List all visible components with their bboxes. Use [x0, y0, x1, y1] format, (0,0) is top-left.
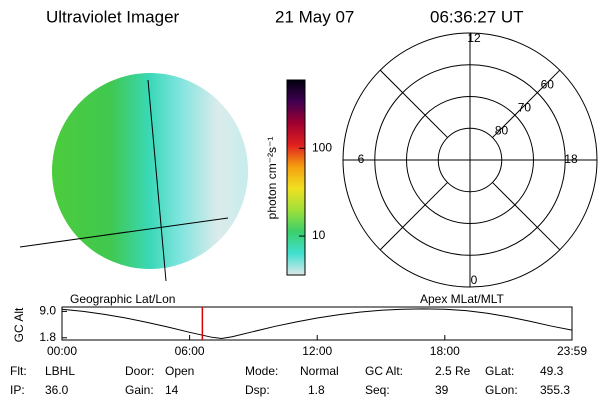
- field-key: Gain:: [125, 383, 154, 397]
- lat-label: 70: [518, 100, 532, 114]
- field-key: GLat:: [485, 364, 514, 378]
- grid-line: [147, 79, 167, 282]
- mlt-spoke: [379, 69, 448, 138]
- x-tick-label: 18:00: [430, 344, 460, 358]
- field-value: Normal: [300, 364, 339, 378]
- mlt-spoke: [492, 69, 561, 138]
- x-tick-label: 23:59: [557, 344, 587, 358]
- field-value: 2.5 Re: [435, 364, 471, 378]
- grid-line: [19, 217, 229, 248]
- y-tick-label: 9.0: [39, 304, 56, 318]
- lat-label: 80: [495, 123, 509, 137]
- field-key: IP:: [10, 383, 25, 397]
- mlt-label: 18: [564, 152, 578, 166]
- date: 21 May 07: [275, 7, 354, 26]
- field-key: Mode:: [245, 364, 278, 378]
- y-axis-label: GC Alt: [12, 307, 26, 342]
- colorbar-tick-label: 100: [312, 140, 332, 154]
- field-value: Open: [165, 364, 194, 378]
- colorbar: photon cm⁻²s⁻¹ 10 100: [265, 79, 332, 276]
- altitude-plot: 9.0 1.800:00 06:00 12:00 18:00 23:59: [39, 304, 587, 359]
- image-disk: [52, 73, 248, 269]
- mlt-spoke: [379, 182, 448, 251]
- footer: Flt: LBHL Door: Open Mode: Normal GC Alt: 2.5 R…: [10, 364, 570, 397]
- altitude-line: [61, 308, 573, 340]
- colorbar-tick-label: 10: [312, 228, 326, 242]
- mlt-spoke: [492, 182, 561, 251]
- x-tick-label: 00:00: [47, 344, 77, 358]
- field-key: GLon:: [485, 383, 518, 397]
- x-tick-label: 12:00: [302, 344, 332, 358]
- field-value: 14: [165, 383, 179, 397]
- time: 06:36:27 UT: [430, 7, 524, 26]
- field-value: 49.3: [540, 364, 564, 378]
- mlt-label: 0: [471, 273, 478, 287]
- field-value: 1.8: [308, 383, 325, 397]
- field-value: 36.0: [45, 383, 69, 397]
- image-label: Geographic Lat/Lon: [70, 292, 175, 306]
- field-value: 355.3: [540, 383, 570, 397]
- title: Ultraviolet Imager: [46, 7, 180, 26]
- colorbar-label: photon cm⁻²s⁻¹: [265, 137, 279, 220]
- field-value: LBHL: [45, 364, 75, 378]
- field-key: GC Alt:: [365, 364, 403, 378]
- lat-label: 60: [541, 78, 555, 92]
- mlt-label: 12: [467, 31, 481, 45]
- image-label: Apex MLat/MLT: [420, 292, 504, 306]
- colorbar-rect: [286, 79, 306, 276]
- field-key: Door:: [125, 364, 154, 378]
- mlt-label: 6: [358, 152, 365, 166]
- field-value: 39: [435, 383, 449, 397]
- field-key: Seq:: [365, 383, 390, 397]
- field-key: Dsp:: [245, 383, 270, 397]
- y-tick-label: 1.8: [39, 330, 56, 344]
- x-tick-label: 06:00: [175, 344, 205, 358]
- field-key: Flt:: [10, 364, 27, 378]
- geo-image: [19, 73, 248, 282]
